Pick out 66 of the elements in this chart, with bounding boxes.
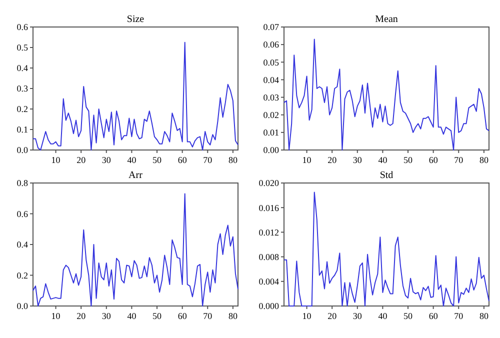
x-tick-label: 20: [328, 155, 338, 165]
x-tick-label: 50: [152, 155, 162, 165]
x-tick-label: 60: [428, 311, 438, 321]
x-tick-label: 30: [352, 311, 362, 321]
x-tick-label: 20: [76, 311, 86, 321]
x-tick-label: 80: [228, 155, 238, 165]
x-tick-label: 10: [302, 311, 312, 321]
y-tick-label: 0.4: [16, 63, 28, 74]
y-tick-label: 0.4: [16, 240, 28, 250]
x-tick-label: 80: [479, 155, 489, 165]
x-tick-label: 70: [454, 155, 464, 165]
y-tick-label: 0.01: [263, 128, 279, 138]
x-tick-label: 20: [76, 155, 86, 165]
y-tick-label: 0.02: [263, 110, 279, 120]
x-tick-label: 70: [203, 311, 213, 321]
y-tick-label: 0.05: [263, 57, 280, 68]
x-tick-label: 40: [378, 155, 388, 165]
x-tick-label: 10: [51, 155, 61, 165]
y-tick-label: 0.020: [258, 178, 280, 188]
y-tick-label: 0.04: [263, 74, 280, 85]
chart-title: Size: [126, 14, 145, 25]
x-tick-label: 30: [102, 311, 112, 321]
chart-title: Std: [380, 170, 394, 181]
x-tick-label: 50: [152, 311, 162, 321]
x-tick-label: 10: [51, 311, 61, 321]
x-tick-label: 70: [454, 311, 464, 321]
y-tick-label: 0.3: [16, 84, 28, 94]
x-tick-label: 60: [178, 155, 188, 165]
x-tick-label: 30: [352, 155, 362, 165]
y-tick-label: 0.03: [263, 92, 280, 102]
x-tick-label: 10: [302, 155, 312, 165]
y-tick-label: 0.004: [258, 276, 280, 287]
x-tick-label: 20: [328, 311, 338, 321]
y-tick-label: 0.012: [258, 227, 279, 238]
y-tick-label: 0.1: [16, 124, 28, 135]
x-tick-label: 40: [127, 155, 137, 165]
chart-title: Mean: [375, 14, 398, 25]
x-tick-label: 80: [228, 311, 238, 321]
y-tick-label: 0.5: [16, 42, 28, 53]
x-tick-label: 70: [203, 155, 213, 165]
x-tick-label: 50: [404, 311, 414, 321]
y-tick-label: 0.06: [263, 40, 280, 50]
line-series: [284, 192, 490, 306]
y-tick-label: 0.07: [263, 22, 280, 32]
line-series: [32, 193, 238, 306]
y-tick-label: 0.008: [258, 252, 280, 262]
y-tick-label: 0.016: [258, 202, 280, 213]
y-tick-label: 0.8: [16, 178, 28, 188]
x-tick-label: 40: [127, 311, 137, 321]
y-tick-label: 0.0: [16, 301, 28, 312]
line-series: [32, 42, 238, 150]
y-tick-label: 0.00: [263, 145, 280, 156]
x-tick-label: 30: [102, 155, 112, 165]
y-tick-label: 0.6: [16, 208, 28, 219]
x-tick-label: 40: [378, 311, 388, 321]
x-tick-label: 80: [479, 311, 489, 321]
y-tick-label: 0.2: [16, 270, 28, 280]
y-tick-label: 0.6: [16, 22, 28, 32]
y-tick-label: 0.0: [16, 145, 28, 156]
chart-title: Arr: [128, 170, 144, 181]
line-series: [284, 38, 490, 150]
x-tick-label: 60: [178, 311, 188, 321]
y-tick-label: 0.2: [16, 104, 28, 114]
x-tick-label: 50: [404, 155, 414, 165]
y-tick-label: 0.000: [258, 301, 280, 312]
x-tick-label: 60: [428, 155, 438, 165]
